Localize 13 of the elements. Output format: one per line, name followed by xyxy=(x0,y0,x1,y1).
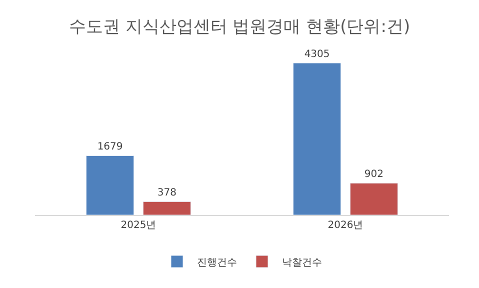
data-label: 1679 xyxy=(97,142,123,153)
data-label: 378 xyxy=(157,188,177,199)
x-tick-label: 2025년 xyxy=(120,220,156,231)
bar xyxy=(292,62,342,215)
data-label: 902 xyxy=(364,169,384,180)
chart-title: 수도권 지식산업센터 법원경매 현황(단위:건) xyxy=(68,17,410,38)
bar xyxy=(350,182,398,215)
x-tick-label: 2026년 xyxy=(328,220,364,231)
legend-label: 진행건수 xyxy=(197,257,237,268)
legend-label: 낙찰건수 xyxy=(282,257,322,268)
bar xyxy=(142,201,192,215)
bar xyxy=(86,155,134,215)
data-label: 4305 xyxy=(304,49,330,60)
